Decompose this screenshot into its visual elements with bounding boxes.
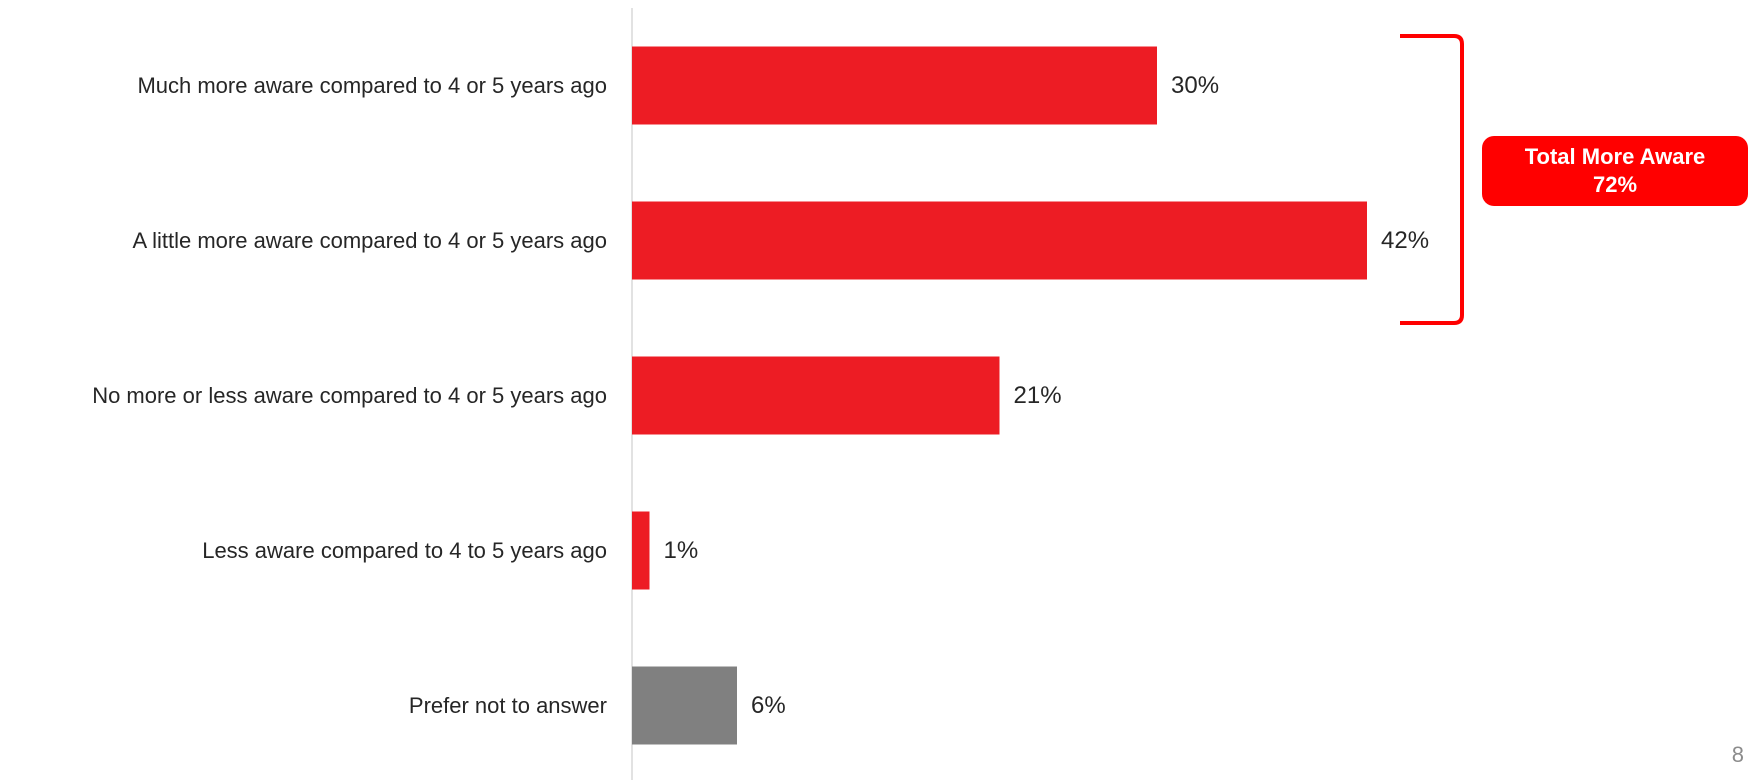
category-label-4: Less aware compared to 4 to 5 years ago	[202, 538, 607, 563]
total-more-aware-callout: Total More Aware 72%	[1482, 136, 1748, 206]
bar-3	[632, 356, 1000, 435]
bar-5	[632, 666, 737, 745]
category-label-2: A little more aware compared to 4 or 5 y…	[133, 228, 607, 253]
callout-value: 72%	[1592, 172, 1638, 197]
category-label-5: Prefer not to answer	[409, 693, 607, 718]
value-label-1: 30%	[1171, 72, 1219, 99]
labels-layer: Much more aware compared to 4 or 5 years…	[92, 72, 1429, 719]
value-label-5: 6%	[751, 692, 786, 719]
category-label-1: Much more aware compared to 4 or 5 years…	[137, 73, 607, 98]
bar-2	[632, 201, 1367, 280]
callout-title: Total More Aware	[1524, 144, 1706, 169]
bars-layer	[632, 46, 1367, 745]
page-number: 8	[1731, 742, 1744, 767]
value-label-3: 21%	[1014, 382, 1062, 409]
total-more-aware-bracket	[1400, 34, 1464, 325]
bar-4	[632, 511, 650, 590]
value-label-4: 1%	[664, 537, 699, 564]
category-label-3: No more or less aware compared to 4 or 5…	[92, 383, 607, 408]
bar-1	[632, 46, 1157, 125]
value-label-2: 42%	[1381, 227, 1429, 254]
